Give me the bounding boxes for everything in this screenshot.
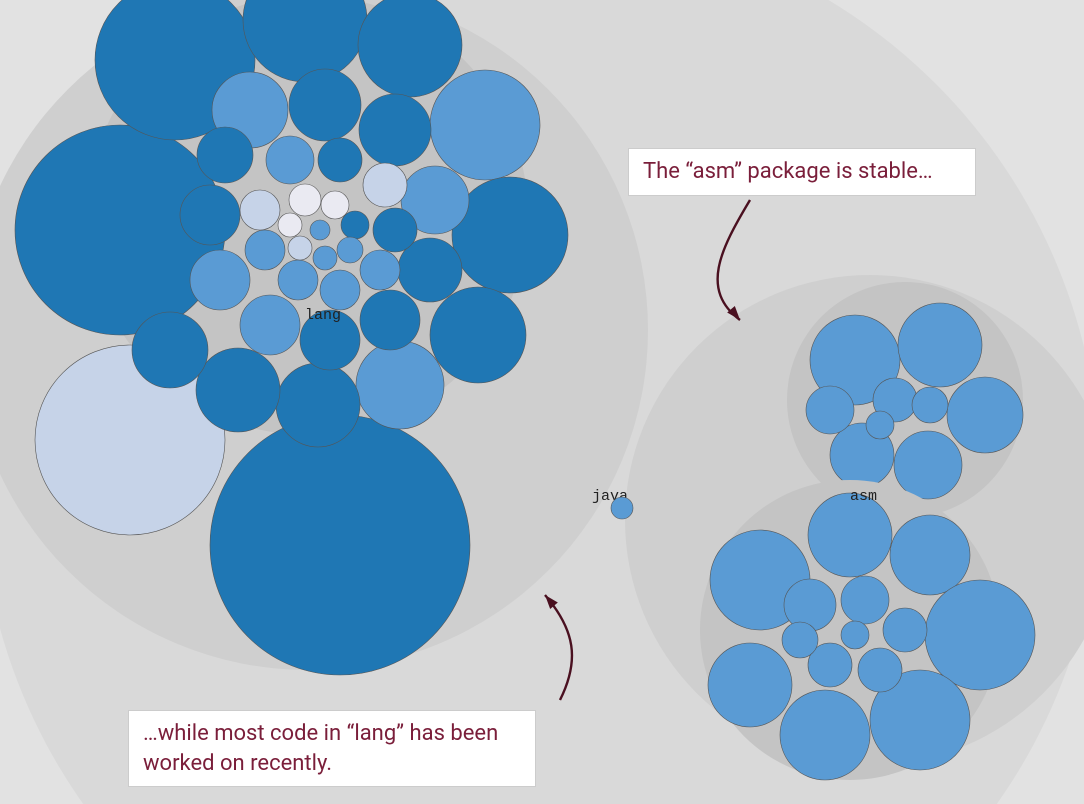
file-circle xyxy=(858,648,902,692)
file-circle xyxy=(363,163,407,207)
file-circle xyxy=(947,377,1023,453)
file-circle xyxy=(197,127,253,183)
file-circle xyxy=(310,220,330,240)
file-circle xyxy=(430,70,540,180)
file-circle xyxy=(278,260,318,300)
circle-pack-diagram: langjavaasm xyxy=(0,0,1084,804)
annotation-lang-text: …while most code in “lang” has been work… xyxy=(143,721,498,776)
file-circle xyxy=(808,493,892,577)
file-circle xyxy=(866,411,894,439)
file-circle xyxy=(132,312,208,388)
file-circle xyxy=(360,250,400,290)
file-circle xyxy=(358,0,462,97)
file-circle xyxy=(289,184,321,216)
file-circle xyxy=(313,246,337,270)
file-circle xyxy=(276,363,360,447)
file-circle xyxy=(196,348,280,432)
file-circle xyxy=(180,185,240,245)
file-circle xyxy=(883,608,927,652)
file-circle xyxy=(611,497,633,519)
file-circle xyxy=(240,295,300,355)
file-circle xyxy=(890,515,970,595)
file-circle xyxy=(912,387,948,423)
file-circle xyxy=(925,580,1035,690)
annotation-lang: …while most code in “lang” has been work… xyxy=(128,710,536,787)
file-circle xyxy=(373,208,417,252)
file-circle xyxy=(806,386,854,434)
file-circle xyxy=(321,191,349,219)
file-circle xyxy=(430,287,526,383)
file-circle xyxy=(288,236,312,260)
file-circle xyxy=(708,643,792,727)
file-circle xyxy=(784,579,836,631)
annotation-asm: The “asm” package is stable… xyxy=(628,148,976,196)
label-lang: lang xyxy=(305,307,341,324)
file-circle xyxy=(266,136,314,184)
file-circle xyxy=(780,690,870,780)
file-circle xyxy=(782,622,818,658)
file-circle xyxy=(240,190,280,230)
file-circle xyxy=(360,290,420,350)
package-circle xyxy=(210,415,470,675)
file-circle xyxy=(289,69,361,141)
file-circle xyxy=(341,211,369,239)
file-circle xyxy=(320,270,360,310)
file-circle xyxy=(356,341,444,429)
file-circle xyxy=(337,237,363,263)
file-circle xyxy=(190,250,250,310)
label-asm: asm xyxy=(850,488,877,505)
file-circle xyxy=(894,431,962,499)
file-circle xyxy=(318,138,362,182)
file-circle xyxy=(245,230,285,270)
file-circle xyxy=(359,94,431,166)
file-circle xyxy=(452,177,568,293)
file-circle xyxy=(278,213,302,237)
file-circle xyxy=(898,303,982,387)
file-circle xyxy=(841,576,889,624)
annotation-asm-text: The “asm” package is stable… xyxy=(643,159,933,184)
file-circle xyxy=(841,621,869,649)
